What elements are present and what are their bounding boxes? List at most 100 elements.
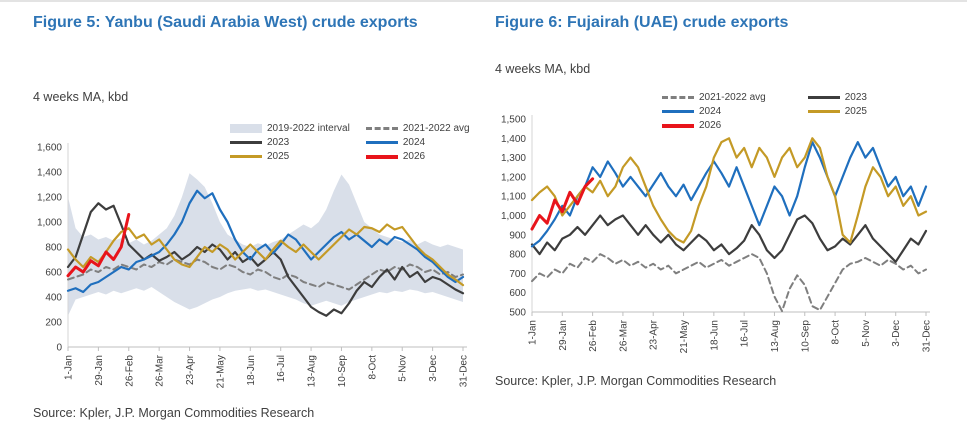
x-axis-tick-label: 10-Sep xyxy=(800,320,811,353)
legend-swatch xyxy=(807,96,840,99)
y-axis-tick-label: 1,200 xyxy=(37,193,62,204)
x-axis-tick-label: 31-Dec xyxy=(922,320,933,352)
legend-label: 2021-2022 avg xyxy=(402,123,470,134)
x-axis-tick-label: 8-Oct xyxy=(831,320,842,345)
legend-item-2019-2022-interval: 2019-2022 interval xyxy=(230,123,350,134)
legend-swatch xyxy=(807,110,840,113)
y-axis-tick-label: 800 xyxy=(509,250,526,261)
x-axis-tick-label: 21-May xyxy=(215,355,226,388)
x-axis-tick-label: 31-Dec xyxy=(459,355,470,387)
figure6-title: Figure 6: Fujairah (UAE) crude exports xyxy=(495,14,789,31)
x-axis-tick-label: 18-Jun xyxy=(709,320,720,351)
x-axis-tick-label: 16-Jul xyxy=(740,320,751,347)
x-axis-tick-label: 26-Feb xyxy=(124,355,135,387)
legend-swatch xyxy=(662,110,694,113)
x-axis-tick-label: 13-Aug xyxy=(307,355,318,387)
figure5-source: Source: Kpler, J.P. Morgan Commodities R… xyxy=(33,406,315,420)
legend-label: 2021-2022 avg xyxy=(699,92,766,103)
x-axis-tick-label: 8-Oct xyxy=(367,355,378,380)
figure5-chart: 0 200 400 600 800 1,000 1,200 1,400 1,600 1-Jan 29… xyxy=(37,143,470,389)
legend-item-2025: 2025 xyxy=(230,151,350,162)
x-axis-tick-label: 3-Dec xyxy=(428,355,439,382)
y-axis-tick-label: 200 xyxy=(45,318,62,329)
x-axis-tick-label: 10-Sep xyxy=(337,355,348,388)
x-axis-tick-label: 23-Apr xyxy=(649,319,660,350)
y-axis-tick-label: 500 xyxy=(509,308,526,319)
figure6-panel: Figure 6: Fujairah (UAE) crude exports 4… xyxy=(492,2,947,442)
y-axis-tick-label: 1,400 xyxy=(37,168,62,179)
x-axis-tick-label: 26-Mar xyxy=(155,354,166,386)
legend-item-2026: 2026 xyxy=(662,120,766,131)
x-axis-tick-label: 1-Jan xyxy=(64,355,75,380)
series-line-2026 xyxy=(530,177,595,231)
y-axis-tick-label: 1,200 xyxy=(501,172,526,183)
y-axis-tick-label: 1,000 xyxy=(501,211,526,222)
series-line-2024 xyxy=(530,141,928,248)
x-axis-tick-label: 5-Nov xyxy=(398,355,409,382)
series-line-2021-2022-avg xyxy=(531,253,927,313)
legend-label: 2019-2022 interval xyxy=(267,123,350,134)
legend-item-2021-2022-avg: 2021-2022 avg xyxy=(662,92,766,103)
legend-item-2024: 2024 xyxy=(365,137,470,148)
series-line-2026 xyxy=(66,213,131,278)
y-axis-tick-label: 1,400 xyxy=(501,134,526,145)
x-axis-tick-label: 26-Mar xyxy=(618,319,629,351)
y-axis-tick-label: 700 xyxy=(509,269,526,280)
legend-item-2023: 2023 xyxy=(230,137,350,148)
legend-label: 2023 xyxy=(844,92,867,103)
y-axis-tick-label: 1,300 xyxy=(501,153,526,164)
legend-swatch xyxy=(365,141,398,144)
legend-label: 2026 xyxy=(402,151,426,162)
y-axis-tick-label: 0 xyxy=(56,343,62,354)
series-line-2023 xyxy=(530,214,928,263)
x-axis-tick-label: 26-Feb xyxy=(588,320,599,352)
legend-item-2026: 2026 xyxy=(365,151,470,162)
figure5-title: Figure 5: Yanbu (Saudi Arabia West) crud… xyxy=(33,14,418,31)
legend-item-2024: 2024 xyxy=(662,106,766,117)
x-axis-tick-label: 16-Jul xyxy=(276,355,287,382)
series-line-2021-2022-avg xyxy=(67,258,464,291)
y-axis-tick-label: 600 xyxy=(509,288,526,299)
x-axis-tick-label: 29-Jan xyxy=(94,355,105,386)
figure6-source: Source: Kpler, J.P. Morgan Commodities R… xyxy=(495,374,777,388)
legend-swatch xyxy=(230,155,262,158)
legend-swatch xyxy=(230,141,262,144)
y-axis-tick-label: 1,600 xyxy=(37,143,62,154)
legend-label: 2025 xyxy=(844,106,867,117)
legend-label: 2025 xyxy=(267,151,290,162)
legend-swatch xyxy=(365,127,398,130)
y-axis-tick-label: 800 xyxy=(45,243,62,254)
legend-swatch xyxy=(662,96,694,99)
legend-swatch xyxy=(230,124,262,133)
legend-label: 2023 xyxy=(267,137,290,148)
legend-item-2025: 2025 xyxy=(807,106,867,117)
x-axis-tick-label: 13-Aug xyxy=(770,320,781,352)
y-axis-tick-label: 1,500 xyxy=(501,115,526,126)
figure6-legend: 2021-2022 avg 2023 2024 2025 2026 xyxy=(662,92,867,131)
series-line-2024 xyxy=(66,189,465,294)
x-axis-tick-label: 29-Jan xyxy=(558,320,569,351)
y-axis-tick-label: 400 xyxy=(45,293,62,304)
legend-label: 2026 xyxy=(699,120,722,131)
x-axis-tick-label: 23-Apr xyxy=(185,354,196,385)
x-axis-tick-label: 3-Dec xyxy=(891,320,902,347)
figure6-subtitle: 4 weeks MA, kbd xyxy=(495,62,591,76)
y-axis-tick-label: 1,000 xyxy=(37,218,62,229)
y-axis-tick-label: 600 xyxy=(45,268,62,279)
legend-label: 2024 xyxy=(402,137,426,148)
figure5-legend: 2019-2022 interval 2021-2022 avg 2023 2024 2… xyxy=(230,123,470,162)
legend-swatch xyxy=(365,154,398,159)
figure5-subtitle: 4 weeks MA, kbd xyxy=(33,90,129,104)
x-axis-tick-label: 5-Nov xyxy=(861,320,872,347)
x-axis-tick-label: 21-May xyxy=(679,320,690,353)
legend-item-2021-2022-avg: 2021-2022 avg xyxy=(365,123,470,134)
y-axis-tick-label: 1,100 xyxy=(501,192,526,203)
legend-label: 2024 xyxy=(699,106,722,117)
figure6-chart: 500 600 700 800 900 1,000 1,100 1,200 1,300 1,400… xyxy=(501,115,933,354)
series-line-2025 xyxy=(66,223,465,287)
legend-item-2023: 2023 xyxy=(807,92,867,103)
legend-swatch xyxy=(662,123,694,128)
x-axis-tick-label: 18-Jun xyxy=(246,355,257,386)
y-axis-tick-label: 900 xyxy=(509,230,526,241)
